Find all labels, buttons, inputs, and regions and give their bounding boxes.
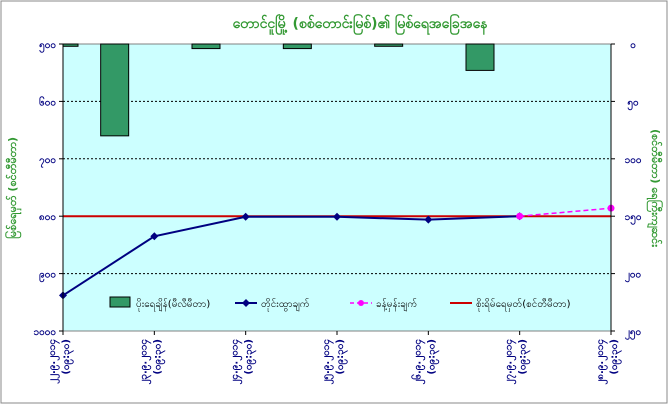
chart-title: တောင်ငူမြို့ (စစ်တောင်းမြစ်)၏ မြစ်ရေအခြေ… [233,14,489,35]
legend-label: ခန့်မှန်းချက် [376,297,417,312]
left-tick-label: ၁၀၀၀ [34,327,57,338]
right-tick-label: ၁၀၀ [625,155,642,166]
x-tick-label-time: (၀၉:၃၀) [152,339,166,375]
x-tick-label-time: (၀၉:၃၀) [61,339,75,375]
plot-area [62,43,612,332]
x-tick-label: ၂၃.၉.၂၀၁၄ (၀၉:၃၀) [138,339,166,385]
legend-swatch-rainfall [109,296,131,308]
forecast-series [519,207,612,217]
observed-point [150,232,159,241]
legend-marker-observed [242,299,250,307]
rainfall-bar [282,43,312,50]
x-tick-label-date: ၂၄.၉.၂၀၁၄ [230,339,244,385]
right-tick-label: ၀ [630,40,636,51]
x-tick-label: ၂၈.၉.၂၀၁၄ (၀၉:၃၀) [595,339,623,385]
observed-series [62,215,520,297]
legend-marker-forecast [358,300,364,306]
observed-point [424,215,433,224]
x-tick-label-time: (၀၉:၃၀) [426,339,440,375]
x-tick-label-date: ၂၅.၉.၂၀၁၄ [321,339,335,385]
x-tick-label-date: ၂၂.၉.၂၀၁၄ [47,339,61,384]
x-tick-label-date: ၂၆.၉.၂၀၁၄ [410,339,426,385]
left-tick-label: ၈၀၀ [39,212,56,223]
x-tick-label-time: (၀၉:၃၀) [244,339,258,375]
rainfall-bar [374,43,404,47]
x-axis: ၂၂.၉.၂၀၁၄ (၀၉:၃၀) ၂၃.၉.၂၀၁၄ (၀၉:၃၀) ၂၄.၉.၂၀၁… [47,331,623,385]
x-tick-label-time: (၀၉:၃၀) [335,339,349,375]
x-tick-label-date: ၂၇.၉.၂၀၁၄ [504,339,518,385]
right-tick-label: ၁၅၀ [625,212,642,226]
x-tick-label: ၂၄.၉.၂၀၁၄ (၀၉:၃၀) [230,339,258,385]
x-tick-label: ၂၆.၉.၂၀၁၄ (၀၉:၃၀) [410,339,440,385]
rainfall-bar [62,43,79,47]
x-tick-label-time: (၀၉:၃၀) [609,339,623,375]
legend-label: စိုးရိမ်ရေမှတ်(စင်တီမီတာ) [476,297,571,312]
left-tick-label: ၉၀၀ [39,270,56,284]
x-tick-label-time: (၀၉:၃၀) [518,339,532,375]
x-tick-label-date: ၂၃.၉.၂၀၁၄ [138,339,152,385]
right-tick-label: ၂၀၀ [625,270,641,284]
forecast-point [516,212,524,220]
observed-point [333,212,341,221]
legend-label: တိုင်းထွာချက် [261,297,310,312]
observed-point [241,212,250,221]
right-tick-label: ၂၅၀ [625,327,641,341]
rainfall-bar [191,43,221,50]
rainfall-bar [100,43,130,137]
left-tick-label: ၆၀၀ [39,95,56,108]
legend-label: ပိုးရေချိန်(မီလီမီတာ) [136,297,210,312]
left-axis-label: မြစ်ရေမှတ် (စင်တီမီတာ) [4,137,22,239]
x-tick-label: ၂၇.၉.၂၀၁၄ (၀၉:၃၀) [504,339,532,385]
legend: ပိုးရေချိန်(မီလီမီတာ) တိုင်းထွာချက် ခန့်မှ… [109,296,571,312]
rainfall-bar [465,43,495,71]
left-tick-label: ၅၀၀ [39,40,56,54]
x-tick-label: ၂၂.၉.၂၀၁၄ (၀၉:၃၀) [47,339,75,384]
left-tick-label: ၇၀၀ [38,155,56,169]
x-tick-label: ၂၅.၉.၂၀၁၄ (၀၉:၃၀) [321,339,349,385]
right-axis-label: (စင်တီမီတာ) ရေကြီးကျဆင်း [646,129,664,248]
x-tick-label-date: ၂၈.၉.၂၀၁၄ [595,339,609,385]
rainfall-bars [62,43,495,137]
right-tick-label: ၅၀ [627,97,638,111]
